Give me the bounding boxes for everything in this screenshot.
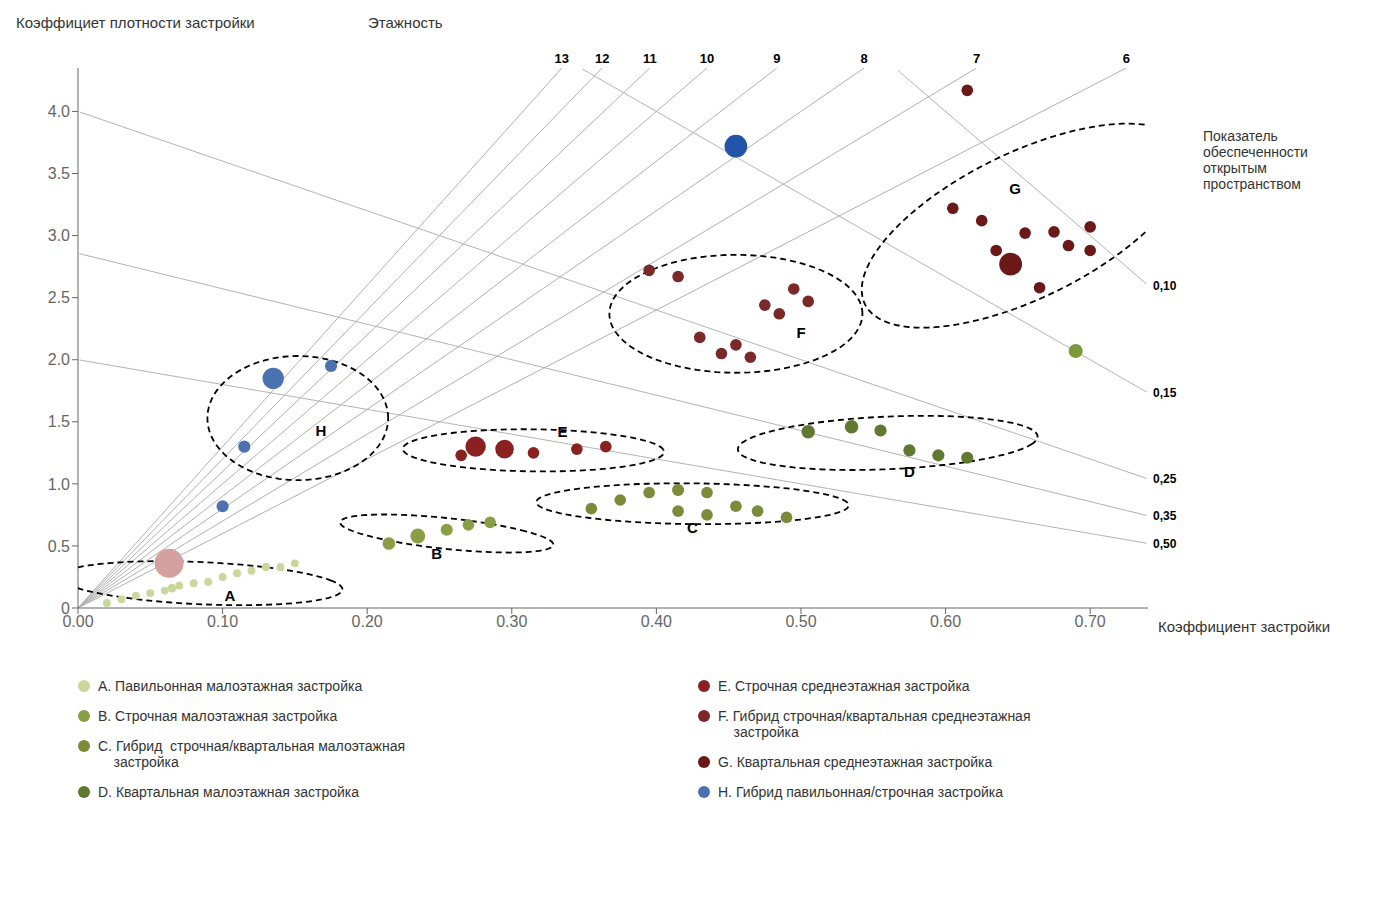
svg-text:0,15: 0,15 — [1153, 386, 1177, 400]
svg-text:E: E — [557, 423, 567, 440]
html-text:Этажность: Этажность — [368, 14, 443, 31]
svg-text:10: 10 — [700, 51, 714, 66]
svg-text:1.0: 1.0 — [48, 476, 70, 493]
svg-text:1.5: 1.5 — [48, 413, 70, 430]
svg-text:H: H — [315, 422, 326, 439]
svg-text:0,25: 0,25 — [1153, 472, 1177, 486]
svg-text:12: 12 — [595, 51, 609, 66]
svg-text:0.10: 0.10 — [207, 613, 238, 630]
svg-text:0.30: 0.30 — [496, 613, 527, 630]
html-text:Коэффициент застройки: Коэффициент застройки — [1158, 618, 1330, 635]
svg-text:0.50: 0.50 — [785, 613, 816, 630]
html-text:G. Квартальная среднеэтажная з: G. Квартальная среднеэтажная застройка — [718, 754, 993, 770]
svg-text:11: 11 — [643, 51, 657, 66]
svg-text:2.5: 2.5 — [48, 289, 70, 306]
html-text:Показатель обеспеченности откр: Показатель обеспеченности открытым прост… — [1203, 128, 1308, 192]
html-text:H. Гибрид павильонная/строчная: H. Гибрид павильонная/строчная застройка — [718, 784, 1003, 800]
svg-text:7: 7 — [973, 51, 980, 66]
svg-text:3.5: 3.5 — [48, 165, 70, 182]
html-text:F. Гибрид строчная/квартальная: F. Гибрид строчная/квартальная среднеэта… — [718, 708, 1031, 740]
svg-text:2.0: 2.0 — [48, 351, 70, 368]
svg-text:0.60: 0.60 — [930, 613, 961, 630]
svg-text:A: A — [224, 587, 235, 604]
svg-text:0.00: 0.00 — [62, 613, 94, 631]
svg-text:0,35: 0,35 — [1153, 509, 1177, 523]
svg-text:8: 8 — [861, 51, 868, 66]
svg-text:4.0: 4.0 — [48, 103, 70, 120]
html-text:D. Квартальная малоэтажная зас: D. Квартальная малоэтажная застройка — [98, 784, 360, 800]
html-text:E. Строчная среднеэтажная заст: E. Строчная среднеэтажная застройка — [718, 678, 970, 694]
svg-text:0,10: 0,10 — [1153, 279, 1177, 293]
svg-text:0.20: 0.20 — [352, 613, 383, 630]
svg-text:9: 9 — [773, 51, 780, 66]
svg-text:0.70: 0.70 — [1075, 613, 1106, 630]
svg-text:6: 6 — [1123, 51, 1130, 66]
svg-text:13: 13 — [555, 51, 569, 66]
svg-text:B: B — [431, 545, 442, 562]
svg-text:D: D — [904, 463, 915, 480]
html-text:B. Строчная малоэтажная застро: B. Строчная малоэтажная застройка — [98, 708, 338, 724]
svg-text:F: F — [796, 324, 805, 341]
svg-text:C: C — [687, 519, 698, 536]
svg-text:0,50: 0,50 — [1153, 537, 1177, 551]
svg-text:0.5: 0.5 — [48, 538, 70, 555]
svg-text:3.0: 3.0 — [48, 227, 70, 244]
svg-text:G: G — [1009, 180, 1021, 197]
svg-text:0: 0 — [61, 600, 70, 617]
html-text:C. Гибрид строчная/квартальная: C. Гибрид строчная/квартальная малоэтажн… — [98, 738, 406, 770]
html-text:A. Павильонная малоэтажная зас: A. Павильонная малоэтажная застройка — [98, 678, 363, 694]
html-text:Коэффициет плотности застройки: Коэффициет плотности застройки — [16, 14, 255, 31]
svg-text:0.40: 0.40 — [641, 613, 672, 630]
